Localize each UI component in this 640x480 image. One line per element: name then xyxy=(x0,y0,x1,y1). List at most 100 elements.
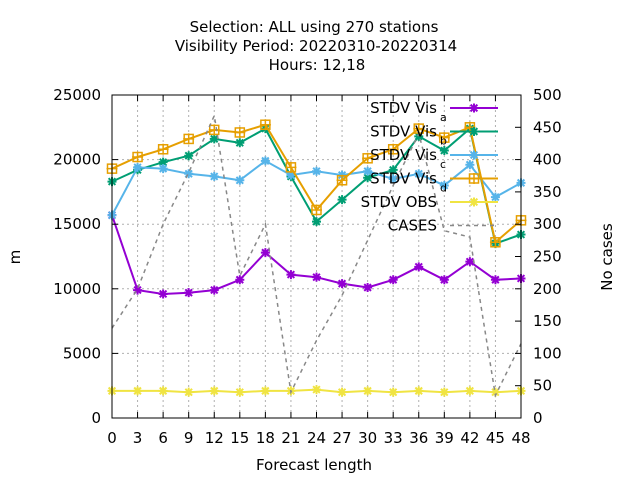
x-tick-label: 0 xyxy=(107,429,117,447)
y-tick-label: 0 xyxy=(91,409,101,427)
data-point-0 xyxy=(286,270,296,280)
legend-label-subscript: a xyxy=(440,111,447,124)
y2-tick-label: 400 xyxy=(533,151,562,169)
data-point-2 xyxy=(312,166,321,176)
legend-swatch-marker xyxy=(469,197,479,207)
data-point-4 xyxy=(465,386,475,396)
marker-cross xyxy=(285,161,297,173)
data-point-1 xyxy=(312,217,321,227)
legend-label: STDV Vis xyxy=(370,99,437,117)
data-point-4 xyxy=(490,387,500,397)
marker-cross xyxy=(336,174,348,186)
data-point-3 xyxy=(311,204,322,216)
x-tick-label: 42 xyxy=(460,429,479,447)
data-point-0 xyxy=(260,248,270,258)
legend-label: CASES xyxy=(388,217,437,235)
marker-cross xyxy=(468,173,480,184)
data-point-1 xyxy=(337,195,347,205)
x-tick-label: 6 xyxy=(158,429,168,447)
tick-layer: 0 3 6 9 12 15 18 21 24 27 30 33 36 39 42 45 480500010000… xyxy=(53,86,561,447)
data-point-2 xyxy=(235,175,245,185)
y-tick-label: 20000 xyxy=(53,151,101,169)
data-point-0 xyxy=(363,283,373,293)
x-tick-label: 39 xyxy=(435,429,454,447)
data-point-1 xyxy=(414,131,424,141)
x-tick-label: 18 xyxy=(256,429,275,447)
legend-label: STDV Vis xyxy=(370,170,437,188)
data-point-2 xyxy=(414,169,424,179)
legend-label: STDV Vis xyxy=(370,146,437,164)
chart-title-line-2: Visibility Period: 20220310-20220314 xyxy=(175,37,457,55)
data-point-0 xyxy=(209,285,219,295)
data-point-3 xyxy=(438,132,450,144)
x-tick-label: 12 xyxy=(205,429,224,447)
data-point-3 xyxy=(259,119,271,131)
x-tick-label: 15 xyxy=(230,429,249,447)
marker-cross xyxy=(259,119,271,131)
data-point-4 xyxy=(439,387,449,397)
x-tick-label: 9 xyxy=(184,429,194,447)
data-point-1 xyxy=(363,173,373,183)
y2-tick-label: 50 xyxy=(533,377,552,395)
x-tick-label: 33 xyxy=(384,429,403,447)
data-point-2 xyxy=(209,171,219,181)
marker-cross xyxy=(489,236,501,248)
data-point-2 xyxy=(388,174,398,184)
data-point-2 xyxy=(490,192,500,202)
x-tick-label: 30 xyxy=(358,429,377,447)
data-point-3 xyxy=(285,161,297,173)
x-tick-label: 3 xyxy=(133,429,143,447)
data-point-3 xyxy=(362,152,374,164)
data-point-0 xyxy=(235,275,245,285)
x-tick-label: 21 xyxy=(281,429,300,447)
y2-tick-label: 350 xyxy=(533,183,562,201)
titles: Selection: ALL using 270 stations Visibi… xyxy=(6,18,616,474)
data-point-3 xyxy=(234,126,246,138)
grid xyxy=(112,95,521,418)
y2-axis-title: No cases xyxy=(598,223,616,291)
y-axis-title: m xyxy=(6,250,24,265)
x-tick-label: 27 xyxy=(333,429,352,447)
data-point-2 xyxy=(158,164,168,174)
legend-label: STDV OBS xyxy=(361,193,437,211)
data-point-4 xyxy=(260,386,270,396)
data-point-1 xyxy=(439,146,449,156)
y-tick-label: 15000 xyxy=(53,215,101,233)
marker-cross xyxy=(183,133,195,145)
data-point-2 xyxy=(184,169,194,179)
chart-title-line-3: Hours: 12,18 xyxy=(269,56,366,74)
data-point-1 xyxy=(158,157,168,167)
data-point-4 xyxy=(388,387,398,397)
data-point-0 xyxy=(490,275,500,285)
marker-cross xyxy=(438,132,450,144)
legend-label: STDV Vis xyxy=(370,123,437,141)
marker-cross xyxy=(311,204,322,216)
data-point-3 xyxy=(489,236,501,248)
y-tick-label: 5000 xyxy=(63,344,101,362)
data-point-3 xyxy=(208,124,220,136)
data-point-0 xyxy=(158,289,168,299)
y2-tick-label: 500 xyxy=(533,86,562,104)
y2-tick-label: 200 xyxy=(533,280,562,298)
legend-label-subscript: d xyxy=(440,182,447,195)
data-point-0 xyxy=(414,262,424,272)
data-point-0 xyxy=(312,272,321,282)
x-tick-label: 48 xyxy=(511,429,530,447)
data-point-0 xyxy=(133,285,143,295)
marker-cross xyxy=(362,152,374,164)
data-point-4 xyxy=(337,387,347,397)
y2-tick-label: 300 xyxy=(533,215,562,233)
y-tick-label: 10000 xyxy=(53,280,101,298)
y2-tick-label: 450 xyxy=(533,118,562,136)
data-point-2 xyxy=(286,170,296,180)
data-point-0 xyxy=(465,257,475,267)
data-point-3 xyxy=(183,133,195,145)
data-point-2 xyxy=(465,160,475,170)
data-point-1 xyxy=(235,138,245,148)
series-line-0 xyxy=(111,214,522,296)
x-tick-label: 45 xyxy=(486,429,505,447)
data-point-1 xyxy=(184,151,194,161)
data-point-2 xyxy=(439,180,449,190)
data-point-4 xyxy=(184,387,194,397)
